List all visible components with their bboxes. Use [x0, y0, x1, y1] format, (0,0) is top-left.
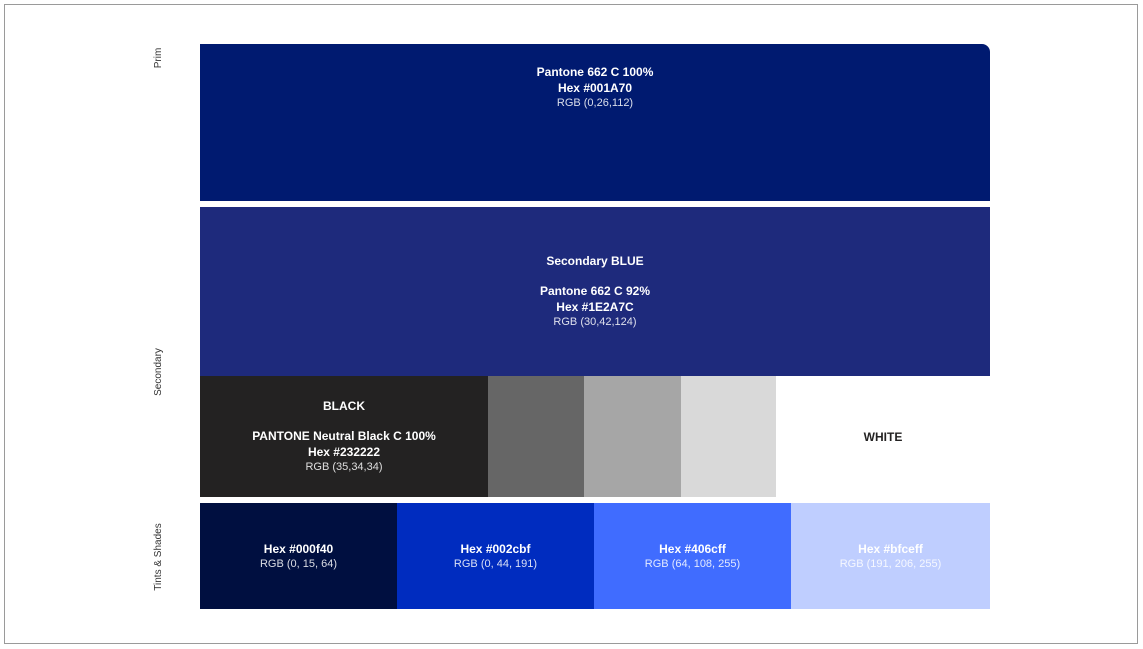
white-swatch: WHITE — [776, 376, 990, 497]
secondary-blue-pantone: Pantone 662 C 92% — [539, 284, 651, 298]
tint-swatch-1: Hex #000f40 RGB (0, 15, 64) — [200, 503, 397, 609]
black-rgb: RGB (35,34,34) — [305, 461, 383, 473]
tint-swatch-3: Hex #406cff RGB (64, 108, 255) — [594, 503, 791, 609]
label-tints-shades: Tints & Shades — [153, 523, 164, 591]
grey-swatch-mid — [584, 376, 681, 497]
primary-swatch: Pantone 662 C 100% Hex #001A70 RGB (0,26… — [200, 44, 990, 201]
grey-swatch-dark — [488, 376, 584, 497]
black-title: BLACK — [323, 399, 365, 413]
tint-rgb: RGB (0, 15, 64) — [259, 557, 338, 570]
white-title: WHITE — [863, 429, 903, 444]
black-hex: Hex #232222 — [307, 445, 381, 459]
label-secondary: Secondary — [153, 348, 164, 396]
secondary-blue-swatch: Secondary BLUE Pantone 662 C 92% Hex #1E… — [200, 207, 990, 376]
secondary-blue-title: Secondary BLUE — [546, 254, 644, 268]
secondary-blue-hex: Hex #1E2A7C — [556, 300, 634, 314]
tint-hex: Hex #000f40 — [263, 541, 334, 556]
primary-hex: Hex #001A70 — [557, 81, 633, 95]
tint-hex: Hex #002cbf — [460, 541, 531, 556]
black-swatch: BLACK PANTONE Neutral Black C 100% Hex #… — [200, 376, 488, 497]
tint-swatch-2: Hex #002cbf RGB (0, 44, 191) — [397, 503, 594, 609]
secondary-blue-rgb: RGB (30,42,124) — [553, 316, 637, 328]
tint-rgb: RGB (191, 206, 255) — [839, 557, 942, 570]
primary-pantone: Pantone 662 C 100% — [536, 65, 654, 79]
tint-hex: Hex #406cff — [659, 541, 726, 556]
black-pantone: PANTONE Neutral Black C 100% — [252, 429, 436, 443]
grey-swatch-light — [681, 376, 776, 497]
tint-rgb: RGB (0, 44, 191) — [453, 557, 538, 570]
label-primary: Prim — [153, 47, 164, 69]
primary-rgb: RGB (0,26,112) — [556, 97, 634, 109]
tint-hex: Hex #bfceff — [858, 541, 923, 556]
tint-swatch-4: Hex #bfceff RGB (191, 206, 255) — [791, 503, 990, 609]
tint-rgb: RGB (64, 108, 255) — [644, 557, 741, 570]
